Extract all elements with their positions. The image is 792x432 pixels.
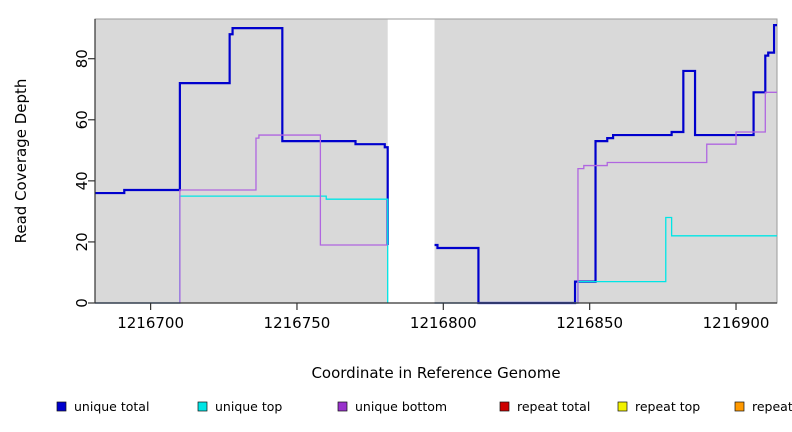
x-tick-label-1216700: 1216700: [117, 314, 184, 332]
x-tick-label-1216800: 1216800: [410, 314, 477, 332]
x-axis-title: Coordinate in Reference Genome: [311, 364, 560, 382]
legend-label-unique-total: unique total: [74, 399, 149, 414]
y-tick-label-20: 20: [73, 232, 91, 251]
legend-swatch-repeat-total: [499, 401, 510, 412]
series-line-unique-total-seg1: [434, 24, 777, 305]
legend-label-unique-top: unique top: [215, 399, 282, 414]
legend-swatch-repeat-bottom: [734, 401, 745, 412]
x-tick-label-1216900: 1216900: [703, 314, 770, 332]
y-tick-label-40: 40: [73, 171, 91, 190]
legend-label-repeat-total: repeat total: [517, 399, 590, 414]
y-tick-label-80: 80: [73, 49, 91, 68]
series-line-unique-total-seg0: [95, 27, 389, 245]
legend-item-unique-bottom[interactable]: unique bottom: [337, 399, 447, 414]
legend-item-repeat-total[interactable]: repeat total: [499, 399, 590, 414]
legend-label-unique-bottom: unique bottom: [355, 399, 447, 414]
series-line-unique-bottom-seg0: [95, 134, 388, 304]
x-tick-label-1216850: 1216850: [556, 314, 623, 332]
legend-swatch-repeat-top: [617, 401, 628, 412]
series-line-unique-bottom-seg1: [434, 91, 777, 304]
legend-item-unique-top[interactable]: unique top: [197, 399, 282, 414]
legend-swatch-unique-top: [197, 401, 208, 412]
y-tick-label-0: 0: [73, 298, 91, 308]
legend-item-repeat-top[interactable]: repeat top: [617, 399, 700, 414]
plot-background: [95, 19, 777, 303]
x-tick-label-1216750: 1216750: [264, 314, 331, 332]
legend-swatch-unique-total: [56, 401, 67, 412]
legend-item-unique-total[interactable]: unique total: [56, 399, 149, 414]
legend-swatch-unique-bottom: [337, 401, 348, 412]
y-axis-title: Read Coverage Depth: [12, 79, 30, 244]
legend-label-repeat-bottom: repeat bottom: [752, 399, 792, 414]
gap-region-0: [387, 19, 435, 303]
legend-item-repeat-bottom[interactable]: repeat bottom: [734, 399, 792, 414]
y-tick-label-60: 60: [73, 110, 91, 129]
legend-label-repeat-top: repeat top: [635, 399, 700, 414]
